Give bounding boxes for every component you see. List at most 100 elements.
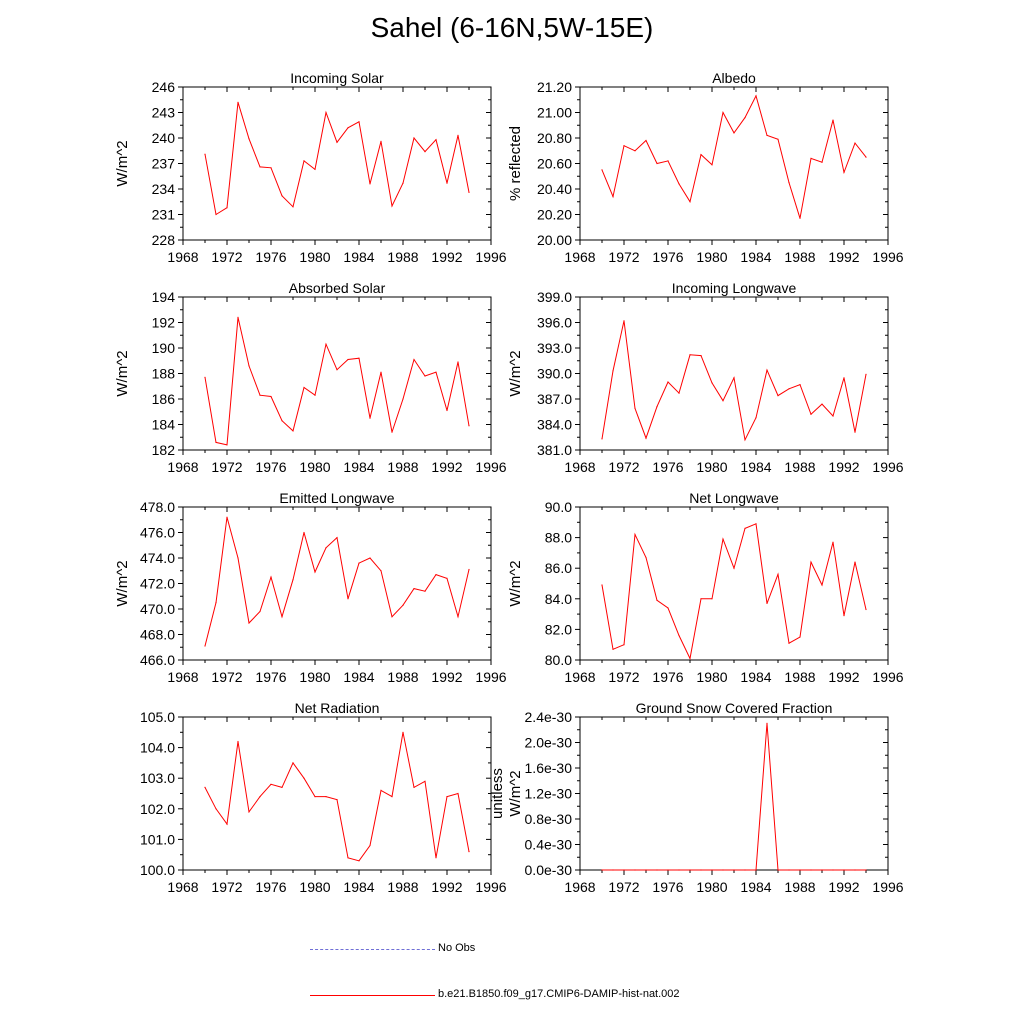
data-point xyxy=(270,167,272,169)
x-tick-label: 1996 xyxy=(475,459,506,475)
legend-label: No Obs xyxy=(438,942,476,954)
data-point xyxy=(865,373,867,375)
y-axis-label: unitless xyxy=(489,768,506,819)
y-tick-label: 243 xyxy=(152,105,176,121)
data-point xyxy=(634,407,636,409)
data-point xyxy=(468,568,470,571)
x-tick-label: 1984 xyxy=(740,879,771,895)
x-tick-label: 1988 xyxy=(784,669,815,685)
y-axis-label: W/m^2 xyxy=(507,560,524,606)
data-point xyxy=(391,431,393,433)
data-point xyxy=(215,808,217,810)
x-tick-label: 1996 xyxy=(872,879,903,895)
y-tick-label: 82.0 xyxy=(545,621,572,637)
y-tick-label: 103.0 xyxy=(140,770,175,786)
data-point xyxy=(678,392,680,394)
y-tick-label: 470.0 xyxy=(140,601,175,617)
data-point xyxy=(270,783,272,785)
data-point xyxy=(358,357,360,359)
data-point xyxy=(204,645,206,647)
data-point xyxy=(711,382,713,384)
x-tick-label: 1972 xyxy=(608,879,639,895)
data-point xyxy=(733,132,735,134)
data-point xyxy=(766,602,768,605)
data-point xyxy=(667,869,669,871)
data-point xyxy=(413,786,415,789)
data-point xyxy=(215,602,217,604)
x-tick-label: 1968 xyxy=(167,459,198,475)
data-point xyxy=(733,567,735,569)
x-tick-label: 1968 xyxy=(167,249,198,265)
data-point xyxy=(810,561,812,563)
x-tick-label: 1988 xyxy=(387,459,418,475)
data-point xyxy=(843,377,845,379)
data-point xyxy=(700,869,702,871)
y-tick-label: 101.0 xyxy=(140,831,175,847)
data-point xyxy=(667,607,669,609)
data-point xyxy=(744,869,746,871)
data-point xyxy=(435,574,437,576)
plot-frame xyxy=(579,506,889,661)
y-tick-label: 2.0e-30 xyxy=(525,735,573,751)
data-point xyxy=(281,195,283,197)
data-point xyxy=(380,140,382,142)
x-tick-label: 1988 xyxy=(387,879,418,895)
plot-frame xyxy=(182,296,492,451)
data-point xyxy=(843,869,845,871)
data-point xyxy=(601,438,603,440)
data-point xyxy=(446,796,448,798)
x-tick-label: 1988 xyxy=(387,669,418,685)
x-tick-label: 1972 xyxy=(211,669,242,685)
data-point xyxy=(612,196,614,198)
data-point xyxy=(854,869,856,871)
x-tick-label: 1992 xyxy=(431,879,462,895)
y-tick-label: 80.0 xyxy=(545,652,572,668)
x-tick-label: 1980 xyxy=(299,249,330,265)
data-point xyxy=(457,792,459,795)
y-tick-label: 246 xyxy=(152,79,176,95)
data-point xyxy=(854,142,856,144)
data-point xyxy=(402,182,404,184)
data-point xyxy=(281,420,283,422)
y-tick-label: 1.2e-30 xyxy=(525,786,573,802)
series-line xyxy=(601,523,867,661)
data-point xyxy=(358,562,360,564)
data-point xyxy=(689,869,691,871)
data-point xyxy=(358,860,360,862)
x-tick-label: 1984 xyxy=(343,459,374,475)
data-point xyxy=(755,417,757,419)
data-point xyxy=(336,369,338,371)
y-tick-label: 100.0 xyxy=(140,862,175,878)
data-point xyxy=(303,777,305,779)
data-point xyxy=(854,561,856,563)
data-point xyxy=(424,151,426,153)
data-point xyxy=(821,403,823,405)
series-line xyxy=(204,732,470,862)
data-point xyxy=(865,608,867,611)
data-point xyxy=(325,796,327,798)
panel-title: Net Radiation xyxy=(295,700,380,716)
data-point xyxy=(656,599,658,601)
data-point xyxy=(832,119,834,121)
y-tick-label: 105.0 xyxy=(140,709,175,725)
x-tick-label: 1992 xyxy=(431,459,462,475)
data-point xyxy=(733,377,735,379)
data-point xyxy=(832,415,834,417)
x-tick-label: 1984 xyxy=(740,669,771,685)
data-point xyxy=(435,139,437,141)
data-point xyxy=(336,141,338,143)
data-point xyxy=(259,394,261,396)
data-point xyxy=(292,430,294,432)
data-point xyxy=(623,320,625,322)
x-tick-label: 1996 xyxy=(475,249,506,265)
data-point xyxy=(468,191,470,193)
data-point xyxy=(810,413,812,415)
data-point xyxy=(237,316,239,318)
y-tick-label: 240 xyxy=(152,130,176,146)
x-tick-label: 1968 xyxy=(564,459,595,475)
data-point xyxy=(788,642,790,644)
data-point xyxy=(810,869,812,871)
data-point xyxy=(281,616,283,618)
data-point xyxy=(259,166,261,168)
data-point xyxy=(215,441,217,443)
